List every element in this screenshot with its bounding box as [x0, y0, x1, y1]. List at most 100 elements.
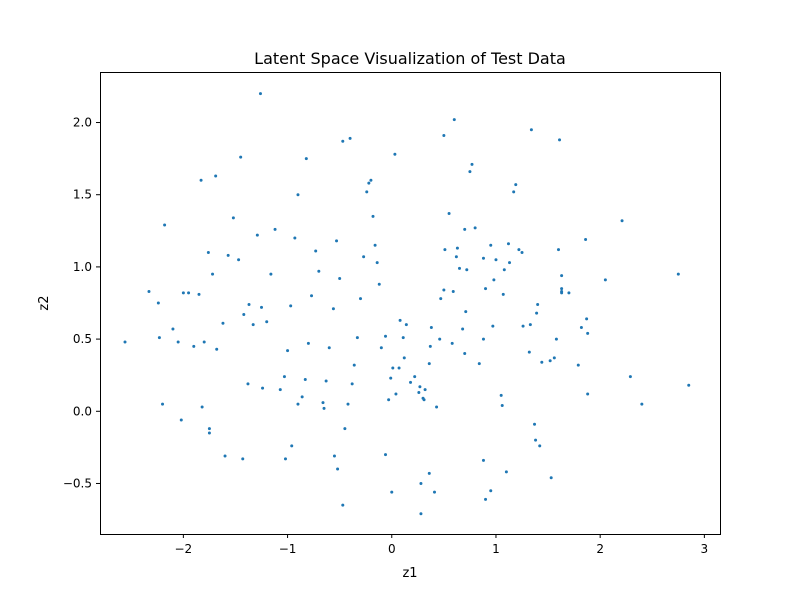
data-point: [567, 291, 571, 295]
data-point: [331, 307, 335, 311]
data-point: [586, 392, 590, 396]
data-point: [255, 233, 259, 237]
data-point: [481, 256, 485, 260]
data-point: [335, 239, 339, 243]
x-axis-label: z1: [402, 566, 417, 581]
data-point: [304, 157, 308, 161]
data-point: [427, 471, 431, 475]
data-point: [489, 489, 493, 493]
data-point: [560, 287, 564, 291]
data-point: [286, 349, 290, 353]
y-axis-label: z2: [37, 295, 52, 310]
data-point: [206, 250, 210, 254]
data-point: [147, 289, 151, 293]
y-tick-label: 0.0: [73, 404, 92, 418]
data-point: [676, 272, 680, 276]
data-point: [283, 457, 287, 461]
data-point: [534, 438, 538, 442]
data-point: [473, 226, 477, 230]
data-point: [484, 497, 488, 501]
data-point: [423, 388, 427, 392]
data-point: [197, 292, 201, 296]
data-point: [310, 294, 314, 298]
data-point: [492, 278, 496, 282]
data-point: [317, 269, 321, 273]
data-point: [640, 402, 644, 406]
data-point: [535, 311, 539, 315]
data-point: [387, 398, 391, 402]
data-point: [481, 337, 485, 341]
data-point: [504, 470, 508, 474]
data-point: [470, 162, 474, 166]
data-point: [379, 346, 383, 350]
y-tick-label: 1.5: [73, 188, 92, 202]
data-point: [343, 427, 347, 431]
data-point: [336, 467, 340, 471]
data-point: [324, 379, 328, 383]
data-point: [527, 350, 531, 354]
data-point: [584, 237, 588, 241]
data-point: [481, 458, 485, 462]
data-point: [687, 383, 691, 387]
data-point: [123, 340, 127, 344]
data-point: [192, 344, 196, 348]
data-point: [419, 481, 423, 485]
y-axis-ticks: −0.5 0.0 0.5 1.0 1.5 2.0: [63, 116, 100, 490]
data-point: [231, 216, 235, 220]
data-point: [369, 178, 373, 182]
data-point: [586, 331, 590, 335]
data-point: [443, 248, 447, 252]
data-point: [620, 219, 624, 223]
data-point: [157, 336, 161, 340]
data-point: [529, 128, 533, 132]
data-point: [417, 391, 421, 395]
data-point: [260, 305, 264, 309]
data-point: [560, 289, 564, 293]
data-point: [352, 363, 356, 367]
data-point: [536, 302, 540, 306]
data-point: [514, 183, 518, 187]
data-point: [207, 427, 211, 431]
data-point: [377, 282, 381, 286]
data-point: [502, 268, 506, 272]
data-point: [528, 323, 532, 327]
data-point: [419, 512, 423, 516]
data-point: [321, 401, 325, 405]
data-point: [322, 406, 326, 410]
data-point: [500, 404, 504, 408]
data-point: [556, 248, 560, 252]
data-point: [389, 376, 393, 380]
data-point: [447, 211, 451, 215]
data-point: [341, 503, 345, 507]
data-point: [427, 362, 431, 366]
data-point: [461, 327, 465, 331]
data-point: [464, 310, 468, 314]
y-tick-label: 1.0: [73, 260, 92, 274]
data-point: [554, 337, 558, 341]
data-point: [365, 190, 369, 194]
data-point: [265, 320, 269, 324]
data-point: [296, 402, 300, 406]
data-point: [223, 454, 227, 458]
data-point: [171, 327, 175, 331]
data-point: [429, 326, 433, 330]
data-point: [451, 289, 455, 293]
data-point: [187, 291, 191, 295]
data-point: [517, 248, 521, 252]
data-point: [355, 336, 359, 340]
data-point: [346, 402, 350, 406]
data-point: [176, 340, 180, 344]
data-point: [477, 362, 481, 366]
data-point: [384, 453, 388, 457]
data-point: [603, 278, 607, 282]
data-point: [506, 242, 510, 246]
data-point: [367, 181, 371, 185]
data-point: [350, 382, 354, 386]
data-point: [442, 134, 446, 138]
data-point: [455, 246, 459, 250]
data-point: [457, 266, 461, 270]
data-point: [579, 326, 583, 330]
data-point: [418, 385, 422, 389]
data-point: [521, 324, 525, 328]
data-point: [179, 418, 183, 422]
